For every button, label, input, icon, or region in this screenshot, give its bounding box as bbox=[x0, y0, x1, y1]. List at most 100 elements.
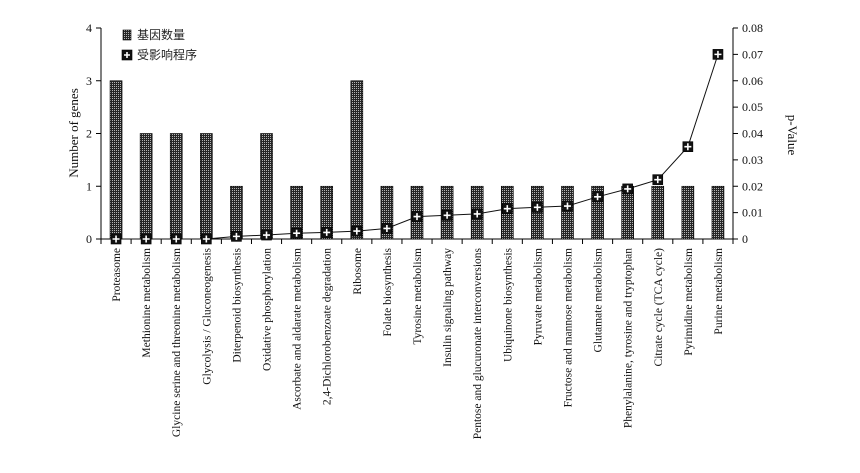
y-right-tick-label: 0.05 bbox=[742, 100, 763, 114]
bar bbox=[139, 133, 153, 240]
bar bbox=[561, 185, 574, 240]
y-right-tick-label: 0.08 bbox=[742, 21, 763, 35]
y-right-tick-label: 0 bbox=[742, 232, 748, 246]
y-left-ticks: 0 1 2 3 4 bbox=[86, 21, 101, 246]
line-point-cross bbox=[202, 235, 210, 243]
y-axis-title-right: p-Value bbox=[785, 115, 800, 156]
line-point bbox=[261, 229, 272, 241]
bar bbox=[169, 133, 183, 240]
y-right-tick-label: 0.03 bbox=[742, 153, 763, 167]
line-point-cross bbox=[473, 210, 481, 218]
line-point-cross bbox=[624, 185, 632, 193]
category-label: Purine metabolism bbox=[713, 248, 725, 335]
line-point-cross bbox=[383, 224, 391, 232]
category-label: Ribosome bbox=[352, 248, 364, 295]
bar bbox=[200, 133, 213, 240]
line-point bbox=[231, 231, 242, 242]
line-point-cross bbox=[503, 205, 511, 213]
category-label: Ubiquinone biosynthesis bbox=[502, 247, 514, 362]
line-point bbox=[532, 202, 543, 213]
line-point bbox=[622, 183, 633, 195]
category-label: Folate biosynthesis bbox=[382, 247, 394, 336]
category-label: Proteasome bbox=[111, 248, 123, 302]
line-point-cross bbox=[654, 176, 662, 184]
category-label: Pyrimidine metabolism bbox=[683, 248, 695, 356]
category-label: Diterpenoid biosynthesis bbox=[231, 247, 243, 362]
y-left-tick-label: 3 bbox=[86, 74, 92, 88]
category-label: Glycolysis / Gluconeogenesis bbox=[201, 247, 213, 384]
legend: 基因数量 受影响程序 bbox=[121, 27, 197, 62]
category-label: Fructose and mannose metabolism bbox=[562, 248, 574, 407]
y-right-ticks: 0 0.01 0.02 0.03 0.04 0.05 0.06 0.07 0.08 bbox=[733, 21, 763, 246]
line-point bbox=[351, 225, 363, 237]
line-point-cross bbox=[142, 235, 150, 243]
category-labels: Proteasome Methionine metabolism Glycine s… bbox=[111, 247, 725, 439]
legend-item-line: 受影响程序 bbox=[121, 47, 197, 62]
y-left-tick-label: 1 bbox=[86, 179, 92, 193]
y-left-tick-label: 0 bbox=[86, 232, 92, 246]
bar bbox=[350, 80, 364, 240]
line-point bbox=[712, 49, 724, 60]
bar bbox=[711, 185, 725, 240]
line-point-cross bbox=[684, 143, 692, 151]
category-label: Glycine serine and threonine metabolism bbox=[171, 248, 183, 437]
category-label: Ascorbate and aldarate metabolism bbox=[292, 248, 304, 410]
y-right-tick-label: 0.04 bbox=[742, 127, 763, 141]
line-point bbox=[201, 233, 212, 245]
bar bbox=[651, 185, 665, 240]
line-point-cross bbox=[533, 203, 541, 211]
line-point bbox=[562, 200, 573, 212]
line-point-cross bbox=[413, 213, 421, 221]
bar bbox=[320, 185, 334, 240]
category-label: Tyrosine metabolism bbox=[412, 248, 424, 345]
line-point bbox=[652, 174, 664, 185]
y-left-tick-label: 2 bbox=[86, 127, 92, 141]
line-point-cross bbox=[563, 202, 571, 210]
line-point-cross bbox=[594, 193, 602, 201]
line-point-cross bbox=[714, 50, 722, 58]
y-axis-title-left: Number of genes bbox=[66, 88, 81, 178]
line-point bbox=[110, 233, 122, 245]
category-label: Phenylalanine, tyrosine and tryptophan bbox=[623, 248, 635, 428]
line-point bbox=[682, 141, 694, 152]
line-point bbox=[291, 227, 302, 239]
line-point bbox=[170, 233, 182, 245]
line-point-cross bbox=[353, 227, 361, 235]
legend-label-bars: 基因数量 bbox=[137, 27, 185, 42]
line-point-cross bbox=[263, 231, 271, 239]
line-point bbox=[321, 227, 333, 238]
legend-label-line: 受影响程序 bbox=[137, 47, 197, 62]
line-point-cross bbox=[232, 232, 240, 240]
bar bbox=[290, 185, 303, 240]
line-point bbox=[592, 191, 603, 203]
category-label: Pyruvate metabolism bbox=[532, 248, 544, 345]
y-right-tick-label: 0.01 bbox=[742, 206, 763, 220]
line-point-cross bbox=[172, 235, 180, 243]
line-point bbox=[381, 223, 393, 234]
line-point-cross bbox=[112, 235, 120, 243]
legend-marker-cross bbox=[124, 52, 130, 58]
bar bbox=[260, 133, 273, 240]
category-label: Insulin signaling pathway bbox=[442, 248, 454, 367]
category-label: 2,4-Dichlorobenzoate degradation bbox=[322, 248, 334, 405]
bar bbox=[109, 80, 123, 240]
category-label: Pentose and glucuronate interconversions bbox=[472, 247, 484, 439]
category-label: Oxidative phosphorylation bbox=[262, 248, 274, 371]
line-point bbox=[411, 211, 423, 222]
y-right-tick-label: 0.02 bbox=[742, 179, 763, 193]
category-label: Glutamate metabolism bbox=[593, 248, 605, 352]
x-ticks bbox=[100, 239, 734, 244]
legend-item-bars: 基因数量 bbox=[122, 27, 185, 42]
y-right-tick-label: 0.06 bbox=[742, 74, 763, 88]
line-point bbox=[441, 209, 453, 221]
line-series bbox=[110, 49, 724, 245]
line-point-cross bbox=[293, 229, 301, 237]
y-left-tick-label: 4 bbox=[86, 21, 92, 35]
y-right-tick-label: 0.07 bbox=[742, 47, 763, 61]
category-label: Methionine metabolism bbox=[141, 248, 153, 358]
line-point bbox=[140, 233, 152, 245]
line-point-cross bbox=[323, 228, 331, 236]
line-point bbox=[501, 203, 513, 214]
